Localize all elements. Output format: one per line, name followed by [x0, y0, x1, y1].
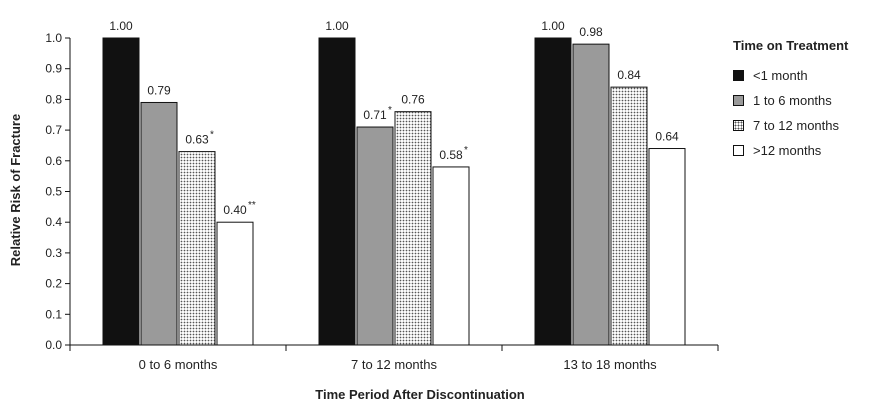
data-label: 0.84 [617, 68, 641, 82]
data-label: 0.79 [147, 83, 171, 97]
legend-item: 1 to 6 months [733, 88, 848, 113]
y-tick-label: 0.9 [45, 62, 62, 76]
data-label: 1.00 [541, 19, 565, 33]
bar [178, 151, 216, 346]
legend-swatch [733, 95, 744, 106]
x-category-label: 13 to 18 months [563, 357, 657, 372]
legend: Time on Treatment <1 month 1 to 6 months 7… [733, 38, 848, 163]
y-tick-label: 0.4 [45, 215, 62, 229]
y-tick-label: 0.7 [45, 123, 62, 137]
y-tick-label: 0.2 [45, 277, 62, 291]
significance-mark: * [210, 130, 214, 141]
legend-swatch [733, 145, 744, 156]
data-label: 0.40 [223, 203, 247, 217]
x-category-label: 0 to 6 months [139, 357, 218, 372]
significance-mark: * [388, 105, 392, 116]
y-tick-label: 0.3 [45, 246, 62, 260]
data-label: 0.58 [439, 148, 463, 162]
significance-mark: * [464, 145, 468, 156]
bar [534, 37, 572, 346]
bar [140, 101, 178, 346]
y-tick-label: 0.1 [45, 307, 62, 321]
bar [216, 221, 254, 346]
bar [648, 148, 686, 346]
legend-items: <1 month 1 to 6 months 7 to 12 months >12 m… [733, 63, 848, 163]
y-axis-title: Relative Risk of Fracture [8, 114, 23, 266]
significance-mark: ** [248, 200, 256, 211]
x-axis-title: Time Period After Discontinuation [315, 387, 525, 402]
legend-item: <1 month [733, 63, 848, 88]
bar [432, 166, 470, 346]
y-tick-label: 0.8 [45, 92, 62, 106]
bar [102, 37, 140, 346]
bar [572, 43, 610, 346]
data-label: 0.98 [579, 25, 603, 39]
legend-item: >12 months [733, 138, 848, 163]
data-label: 0.71 [363, 108, 387, 122]
legend-item: 7 to 12 months [733, 113, 848, 138]
legend-label: >12 months [753, 143, 822, 158]
legend-swatch [733, 70, 744, 81]
data-label: 0.64 [655, 130, 679, 144]
legend-label: <1 month [753, 68, 808, 83]
data-label: 0.63 [185, 133, 209, 147]
data-label: 1.00 [325, 19, 349, 33]
legend-title: Time on Treatment [733, 38, 849, 53]
legend-swatch [733, 120, 744, 131]
y-tick-label: 0.0 [45, 338, 62, 352]
bar [610, 86, 648, 346]
x-category-label: 7 to 12 months [351, 357, 437, 372]
data-labels-group: 1.00 1.00 1.000.790.71 *0.980.63 *0.760.840.… [109, 19, 679, 217]
data-label: 1.00 [109, 19, 133, 33]
bar [394, 111, 432, 346]
bars-group [102, 37, 686, 346]
bar [318, 37, 356, 346]
y-tick-label: 0.6 [45, 154, 62, 168]
y-tick-label: 0.5 [45, 185, 62, 199]
data-label: 0.76 [401, 93, 425, 107]
y-axis: 0.0 0.1 0.2 0.3 0.4 0.5 0.6 0.7 0.8 0.9 1.0 [45, 31, 71, 352]
x-axis: 0 to 6 months 7 to 12 months 13 to 18 mont… [69, 344, 719, 372]
y-tick-label: 1.0 [45, 31, 62, 45]
legend-label: 1 to 6 months [753, 93, 832, 108]
legend-label: 7 to 12 months [753, 118, 839, 133]
bar [356, 126, 394, 346]
